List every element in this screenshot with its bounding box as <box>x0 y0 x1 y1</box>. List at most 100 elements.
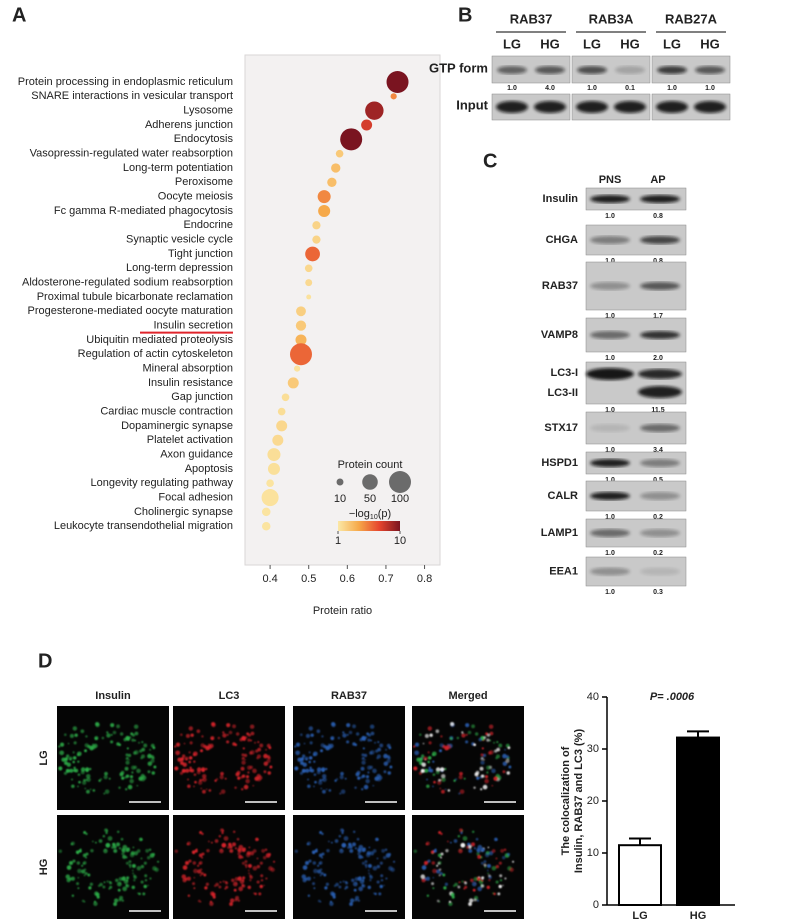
speckle <box>131 765 136 770</box>
band <box>590 492 630 500</box>
pathway-label: Insulin secretion <box>154 320 234 332</box>
speckle <box>312 753 316 757</box>
band <box>640 195 680 203</box>
speckle <box>237 847 242 852</box>
speckle <box>372 866 378 871</box>
speckle <box>198 862 202 865</box>
speckle <box>386 743 391 748</box>
speckle <box>201 735 204 738</box>
column-header: PNS <box>599 174 622 186</box>
condition-label: HG <box>700 36 720 51</box>
speckle <box>312 882 316 886</box>
speckle <box>129 852 135 858</box>
speckle <box>367 765 372 770</box>
speckle <box>367 738 371 742</box>
speckle <box>241 847 246 852</box>
speckle <box>109 881 113 885</box>
speckle <box>369 724 375 729</box>
speckle <box>311 850 316 854</box>
speckle <box>488 851 494 856</box>
speckle <box>219 775 224 780</box>
speckle <box>118 877 123 881</box>
quant-label: 1.0 <box>587 85 597 92</box>
speckle <box>423 756 428 761</box>
speckle <box>375 749 379 753</box>
quant-label: 1.0 <box>605 589 615 596</box>
speckle <box>267 771 272 775</box>
speckle <box>218 835 222 838</box>
band <box>640 424 680 432</box>
speckle <box>256 857 259 860</box>
speckle <box>187 778 189 781</box>
speckle <box>84 871 88 876</box>
speckle <box>387 771 392 775</box>
speckle <box>140 880 144 884</box>
speckle <box>203 873 207 877</box>
speckle <box>256 754 262 759</box>
speckle <box>493 892 496 896</box>
speckle <box>242 877 245 880</box>
speckle <box>503 848 507 852</box>
speckle <box>473 847 476 850</box>
speckle <box>497 892 501 896</box>
speckle <box>131 885 136 890</box>
speckle <box>193 760 196 763</box>
speckle <box>325 767 328 771</box>
speckle <box>58 745 61 748</box>
micrograph <box>293 815 405 919</box>
speckle <box>247 869 250 872</box>
speckle <box>241 756 245 761</box>
quant-label: 11.5 <box>651 407 664 414</box>
speckle <box>464 881 468 885</box>
quant-label: 1.0 <box>605 213 615 220</box>
pathway-label: Tight junction <box>168 248 233 260</box>
speckle <box>477 886 483 892</box>
speckle <box>108 777 111 780</box>
speckle <box>364 860 368 864</box>
speckle <box>354 877 359 881</box>
speckle <box>488 751 492 755</box>
speckle <box>377 747 382 752</box>
speckle <box>205 882 210 886</box>
row-label: VAMP8 <box>541 329 578 341</box>
speckle <box>139 837 143 842</box>
speckle <box>245 778 250 784</box>
speckle <box>305 768 310 773</box>
speckle <box>241 861 245 865</box>
speckle <box>83 900 86 903</box>
speckle <box>341 842 347 848</box>
speckle <box>344 777 347 780</box>
speckle <box>248 872 251 875</box>
speckle <box>222 880 225 883</box>
speckle <box>265 877 268 880</box>
speckle <box>317 864 320 867</box>
speckle <box>218 885 222 889</box>
speckle <box>84 743 89 748</box>
speckle <box>249 724 255 729</box>
speckle <box>226 723 231 728</box>
speckle <box>133 879 136 882</box>
speckle <box>383 761 389 766</box>
speckle <box>468 845 472 849</box>
speckle <box>479 776 482 779</box>
speckle <box>131 738 135 742</box>
speckle <box>302 865 308 870</box>
speckle <box>381 848 386 853</box>
speckle <box>349 898 355 903</box>
speckle <box>174 849 179 853</box>
speckle <box>106 733 111 738</box>
speckle <box>459 789 465 794</box>
speckle <box>81 864 84 867</box>
speckle <box>195 848 198 851</box>
speckle <box>118 743 122 747</box>
speckle <box>257 741 260 744</box>
speckle <box>340 789 346 794</box>
speckle <box>422 742 425 745</box>
row-label: LG <box>38 750 50 765</box>
speckle <box>113 902 117 906</box>
speckle <box>130 732 134 736</box>
speckle <box>313 868 318 874</box>
x-tick-label: 0.6 <box>340 573 355 585</box>
band <box>590 331 630 339</box>
speckle <box>440 735 443 738</box>
